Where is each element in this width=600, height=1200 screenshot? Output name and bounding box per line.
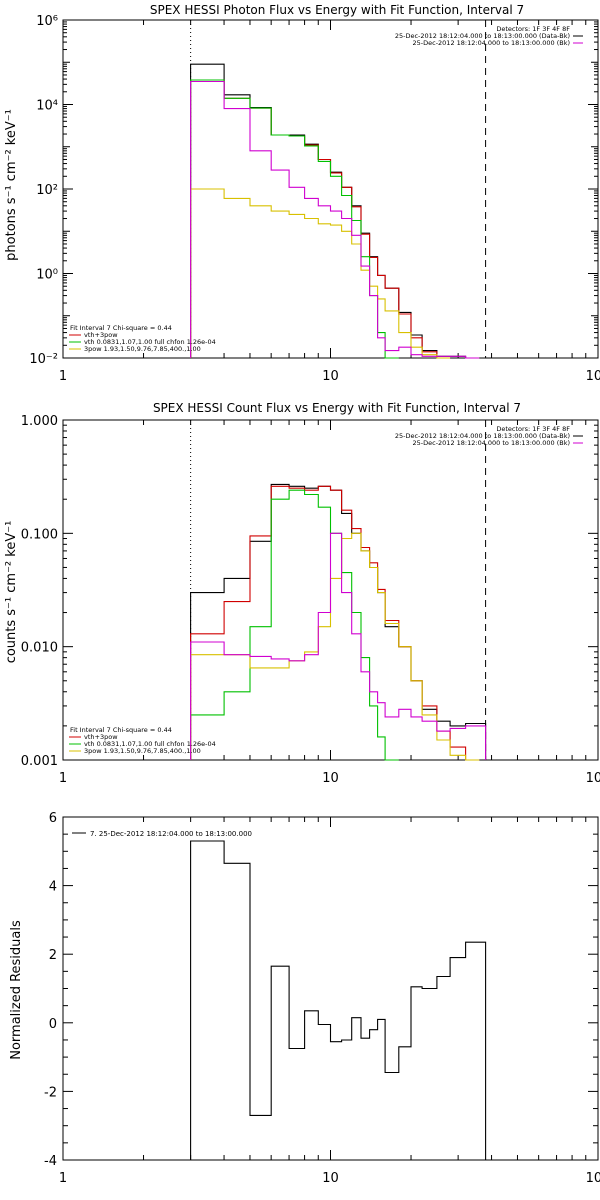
y-tick-label: 2 (49, 948, 57, 963)
residuals-panel: Normalized Residuals 1 10 100 -4 -2 0 2 4 6 7. 25… (9, 811, 600, 1186)
legend-entry: Detectors: 1F 3F 4F 8F (496, 425, 570, 433)
series-line (190, 188, 451, 359)
legend-entry: vth 0.0831,1.07,1.00 full chfon 1.26e-04 (84, 740, 216, 748)
legend-entry: 25-Dec-2012 18:12:04.000 to 18:13:00.000… (395, 32, 570, 40)
legend-entry: 3pow 1.93,1.50,9.76,7.85,400.,1.00 (84, 345, 201, 353)
series-line (190, 79, 399, 359)
y-axis-label: Normalized Residuals (9, 920, 24, 1060)
series-line (190, 489, 399, 761)
x-tick-label: 100 (586, 1171, 600, 1186)
y-tick-label: 4 (49, 880, 57, 895)
y-tick-label: 0.010 (21, 641, 58, 656)
plot-frame (62, 19, 599, 359)
legend-entry: vth+3pow (84, 733, 118, 741)
legend-entry: Detectors: 1F 3F 4F 8F (496, 25, 570, 33)
x-tick-label: 100 (586, 369, 600, 384)
y-tick-label: 1.000 (21, 414, 58, 429)
plot-frame (62, 816, 599, 1161)
y-tick-label: 6 (49, 811, 57, 826)
y-tick-label: 10⁻² (29, 352, 58, 367)
legend-entry: vth 0.0831,1.07,1.00 full chfon 1.26e-04 (84, 338, 216, 346)
y-tick-label: 10² (36, 183, 58, 198)
legend-entry: Fit Interval 7 Chi-square = 0.44 (70, 726, 172, 734)
x-tick-label: 10 (322, 771, 339, 786)
series-line (190, 80, 480, 359)
y-axis-label: photons s⁻¹ cm⁻² keV⁻¹ (4, 109, 19, 261)
legend-entry: 25-Dec-2012 18:12:04.000 to 18:13:00.000… (395, 432, 570, 440)
legend-entry: Fit Interval 7 Chi-square = 0.44 (70, 324, 172, 332)
y-tick-label: 10⁴ (36, 99, 58, 114)
x-tick-label: 1 (59, 771, 67, 786)
series-line (190, 485, 480, 761)
x-tick-label: 100 (586, 771, 600, 786)
x-tick-label: 10 (322, 1171, 339, 1186)
y-tick-label: 0.100 (21, 527, 58, 542)
legend-entry: 3pow 1.93,1.50,9.76,7.85,400.,1.00 (84, 747, 201, 755)
x-tick-label: 10 (322, 369, 339, 384)
panel-title: SPEX HESSI Photon Flux vs Energy with Fi… (150, 3, 524, 17)
series-line (190, 532, 487, 760)
y-tick-label: 0 (49, 1017, 57, 1032)
series-line (190, 483, 487, 760)
x-tick-label: 1 (59, 1171, 67, 1186)
plot-area: 1 10 100 10⁻² 10⁰ 10² 10⁴ 10⁶ Detectors: 1F 3F 4… (29, 14, 600, 384)
series-line (190, 840, 487, 1160)
legend-entry: 7. 25-Dec-2012 18:12:04.000 to 18:13:00.… (90, 830, 252, 838)
legend-entry: 25-Dec-2012 18:12:04.000 to 18:13:00.000… (413, 439, 571, 447)
count-flux-panel: SPEX HESSI Count Flux vs Energy with Fit… (4, 401, 600, 786)
y-tick-label: 10⁰ (36, 268, 58, 283)
plot-area: 1 10 100 -4 -2 0 2 4 6 7. 25-Dec-2012 18:12:04.00… (44, 811, 600, 1186)
series-line (190, 532, 480, 761)
legend-entry: vth+3pow (84, 331, 118, 339)
y-tick-label: 10⁶ (36, 14, 58, 29)
y-tick-label: -2 (44, 1085, 57, 1100)
plot-area: 1 10 100 0.001 0.010 0.100 1.000 Detectors: 1F … (21, 414, 600, 786)
photon-flux-panel: SPEX HESSI Photon Flux vs Energy with Fi… (4, 3, 600, 384)
x-tick-label: 1 (59, 369, 67, 384)
legend-entry: 25-Dec-2012 18:12:04.000 to 18:13:00.000… (413, 39, 571, 47)
y-tick-label: 0.001 (21, 754, 58, 769)
y-axis-label: counts s⁻¹ cm⁻² keV⁻¹ (4, 521, 19, 664)
y-tick-label: -4 (44, 1154, 57, 1169)
panel-title: SPEX HESSI Count Flux vs Energy with Fit… (153, 401, 521, 415)
